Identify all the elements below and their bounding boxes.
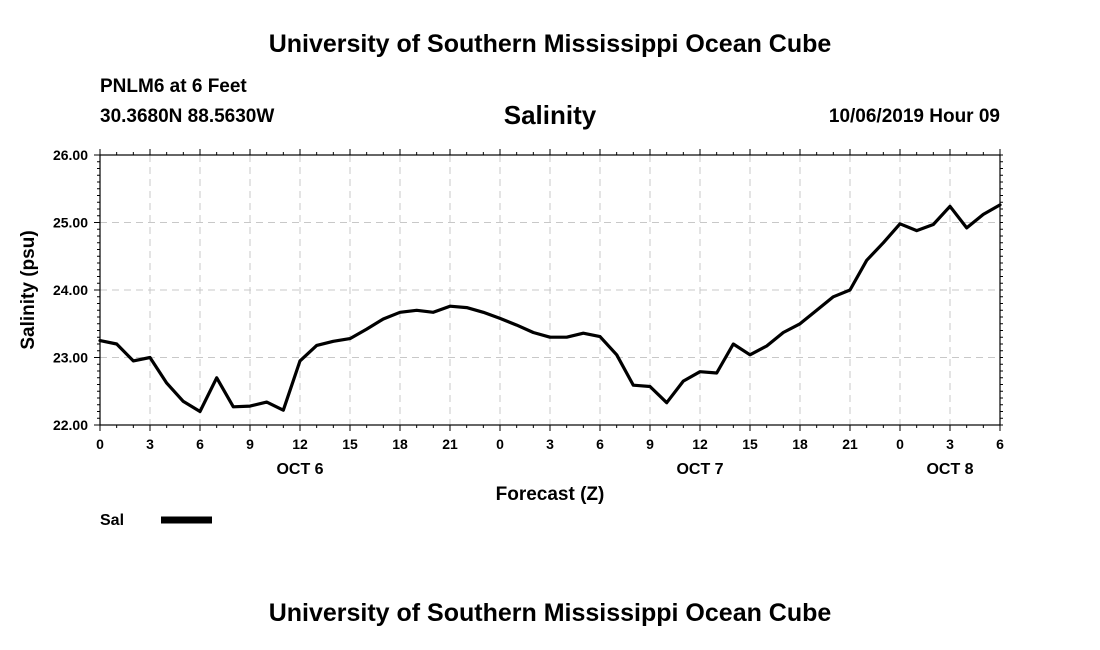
station-label: PNLM6 at 6 Feet xyxy=(100,76,247,97)
x-tick-label: 21 xyxy=(842,436,858,452)
x-tick-label: 21 xyxy=(442,436,458,452)
x-tick-label: 0 xyxy=(896,436,904,452)
x-tick-label: 15 xyxy=(342,436,358,452)
x-tick-label: 6 xyxy=(596,436,604,452)
x-tick-label: 9 xyxy=(646,436,654,452)
x-axis: 0 3 6 9 12 15 18 21 0 3 6 9 12 15 18 21 0 3 6 xyxy=(96,149,1004,452)
x-tick-label: 18 xyxy=(792,436,808,452)
x-tick-label: 0 xyxy=(496,436,504,452)
legend: Sal xyxy=(100,512,212,529)
y-tick-label: 22.00 xyxy=(53,417,88,433)
y-tick-label: 25.00 xyxy=(53,215,88,231)
x-tick-label: 3 xyxy=(946,436,954,452)
day-label: OCT 7 xyxy=(676,461,723,478)
x-tick-label: 0 xyxy=(96,436,104,452)
series-layer xyxy=(98,203,1002,414)
day-label: OCT 8 xyxy=(926,461,973,478)
x-axis-title: Forecast (Z) xyxy=(496,484,605,505)
y-axis: 22.00 23.00 24.00 25.00 26.00 xyxy=(53,147,1003,433)
x-tick-label: 6 xyxy=(196,436,204,452)
day-labels: OCT 6 OCT 7 OCT 8 xyxy=(276,461,973,478)
x-tick-label: 9 xyxy=(246,436,254,452)
chart-top-title: University of Southern Mississippi Ocean… xyxy=(268,30,832,58)
x-tick-label: 6 xyxy=(996,436,1004,452)
x-tick-label: 18 xyxy=(392,436,408,452)
forecast-datetime: 10/06/2019 Hour 09 xyxy=(828,106,1000,127)
day-label: OCT 6 xyxy=(276,461,323,478)
grid xyxy=(100,155,1000,425)
x-tick-label: 12 xyxy=(292,436,308,452)
legend-label: Sal xyxy=(100,512,124,529)
chart-bottom-title: University of Southern Mississippi Ocean… xyxy=(268,599,832,627)
y-tick-label: 23.00 xyxy=(53,350,88,366)
y-tick-label: 24.00 xyxy=(53,282,88,298)
series-line-sal xyxy=(98,203,1002,414)
x-tick-label: 3 xyxy=(146,436,154,452)
y-axis-title: Salinity (psu) xyxy=(18,230,39,349)
x-tick-label: 15 xyxy=(742,436,758,452)
coordinates-label: 30.3680N 88.5630W xyxy=(100,106,275,127)
y-tick-label: 26.00 xyxy=(53,147,88,163)
x-tick-label: 12 xyxy=(692,436,708,452)
x-tick-label: 3 xyxy=(546,436,554,452)
variable-title: Salinity xyxy=(503,100,597,130)
